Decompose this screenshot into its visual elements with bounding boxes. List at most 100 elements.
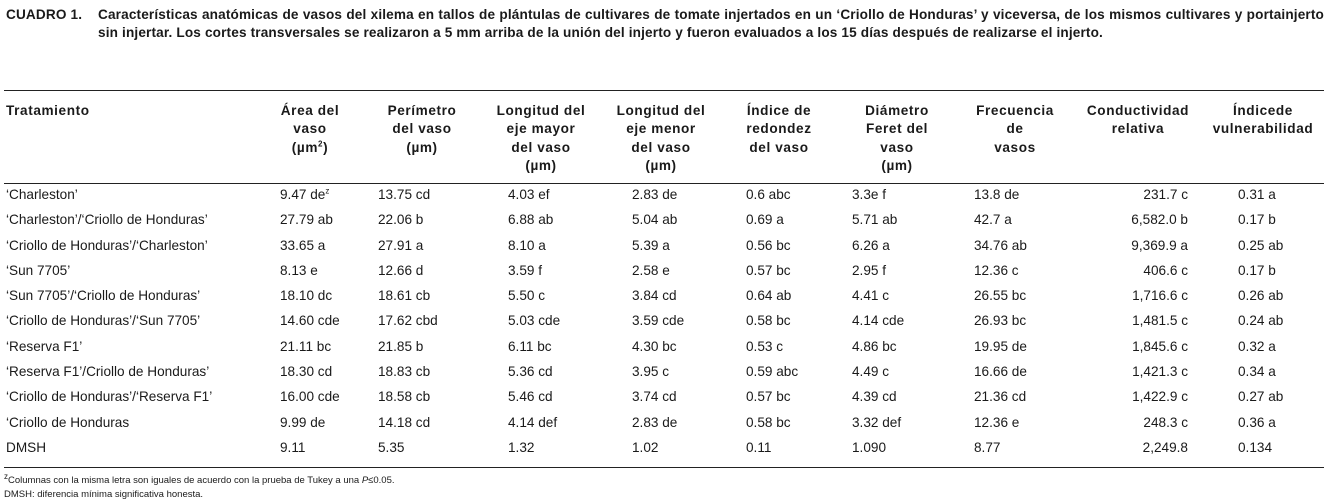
cell-vulnerabilidad: 0.17 b	[1238, 262, 1276, 278]
cell-indice-redondez: 0.69 a	[746, 212, 784, 228]
cell-conductividad: 1,422.9 c	[1132, 389, 1188, 405]
cell-tratamiento: ‘Charleston’	[6, 187, 78, 202]
cell-area: 16.00 cde	[280, 389, 340, 405]
cell-tratamiento: ‘Reserva F1’	[6, 338, 83, 354]
cell-vulnerabilidad: 0.27 ab	[1238, 389, 1284, 405]
caption-label: CUADRO 1.	[6, 7, 83, 22]
cell-longitud-eje-mayor: 5.36 cd	[508, 364, 553, 380]
header-vulnerabilidad: Índicede vulnerabilidad	[1212, 103, 1314, 137]
cell-perimetro: 17.62 cbd	[378, 313, 438, 329]
cell-longitud-eje-mayor: 4.14 def	[508, 414, 558, 430]
cell-tratamiento: ‘Sun 7705’	[6, 262, 71, 278]
footnote-tukey: zColumnas con la misma letra son iguales…	[4, 471, 395, 486]
table-row: ‘Sun 7705’ 8.13 e 12.66 d 3.59 f 2.58 e 0.57 …	[4, 258, 1324, 283]
cell-indice-redondez: 0.64 ab	[746, 288, 792, 304]
header-diametro-feret: Diámetro Feret del vaso (µm)	[865, 103, 929, 174]
cell-longitud-eje-menor: 5.39 a	[632, 237, 670, 253]
cell-longitud-eje-menor: 3.95 c	[632, 364, 670, 380]
cell-frecuencia: 34.76 ab	[974, 237, 1027, 253]
cell-longitud-eje-menor: 2.83 de	[632, 187, 678, 202]
table-row: ‘Criollo de Honduras 9.99 de 14.18 cd 4.14 …	[4, 410, 1324, 435]
cell-tratamiento: ‘Criollo de Honduras	[6, 414, 130, 430]
cell-diametro-feret: 4.49 c	[852, 364, 890, 380]
cell-frecuencia: 16.66 de	[974, 364, 1027, 380]
cell-indice-redondez: 0.57 bc	[746, 262, 791, 278]
cell-area: 9.47 dez	[280, 186, 330, 202]
table-caption: CUADRO 1. Características anatómicas de …	[6, 6, 1324, 41]
cell-diametro-feret: 5.71 ab	[852, 212, 898, 228]
cell-conductividad: 406.6 c	[1143, 262, 1188, 278]
cell-diametro-feret: 2.95 f	[852, 262, 887, 278]
cell-perimetro: 27.91 a	[378, 237, 424, 253]
cell-vulnerabilidad: 0.17 b	[1238, 212, 1276, 228]
cell-area: 18.30 cd	[280, 364, 333, 380]
cell-longitud-eje-menor: 2.83 de	[632, 414, 678, 430]
cell-conductividad: 1,421.3 c	[1132, 364, 1188, 380]
cell-longitud-eje-menor: 1.02	[632, 439, 659, 455]
header-indice-redondez: Índice de redondez del vaso	[746, 103, 812, 155]
cell-conductividad: 1,716.6 c	[1132, 288, 1188, 304]
cell-diametro-feret: 6.26 a	[852, 237, 890, 253]
data-table: Tratamiento Área del vaso (µm2) Perímetro del…	[4, 93, 1324, 460]
cell-diametro-feret: 1.090	[852, 439, 887, 455]
cell-perimetro: 13.75 cd	[378, 187, 431, 202]
header-row: Tratamiento Área del vaso (µm2) Perímetro del…	[4, 93, 1324, 182]
table-row: ‘Criollo de Honduras’/‘Sun 7705’ 14.60 cd…	[4, 308, 1324, 333]
cell-perimetro: 18.83 cb	[378, 364, 431, 380]
table-bottom-rule	[4, 467, 1324, 468]
cell-perimetro: 18.58 cb	[378, 389, 431, 405]
table-header-rule	[4, 183, 1324, 184]
cell-area: 21.11 bc	[280, 338, 332, 354]
table-row: DMSH 9.11 5.35 1.32 1.02 0.11 1.090 8.77 2,249.8…	[4, 435, 1324, 460]
table-row: ‘Charleston’ 9.47 dez 13.75 cd 4.03 ef 2.83 …	[4, 182, 1324, 207]
cell-vulnerabilidad: 0.24 ab	[1238, 313, 1284, 329]
table-row: ‘Reserva F1’/Criollo de Honduras’ 18.30 c…	[4, 359, 1324, 384]
cell-tratamiento: ‘Charleston’/‘Criollo de Honduras’	[6, 212, 208, 228]
cell-diametro-feret: 3.32 def	[852, 414, 902, 430]
cell-longitud-eje-menor: 2.58 e	[632, 262, 670, 278]
cell-longitud-eje-mayor: 1.32	[508, 439, 535, 455]
cell-frecuencia: 12.36 c	[974, 262, 1019, 278]
cell-diametro-feret: 3.3e f	[852, 187, 887, 202]
header-frecuencia: Frecuencia de vasos	[976, 103, 1054, 155]
cell-indice-redondez: 0.58 bc	[746, 313, 791, 329]
cell-indice-redondez: 0.11	[746, 439, 772, 455]
footnotes: zColumnas con la misma letra son iguales…	[4, 471, 395, 502]
table-row: ‘Criollo de Honduras’/‘Reserva F1’ 16.00 …	[4, 384, 1324, 409]
cell-indice-redondez: 0.59 abc	[746, 364, 799, 380]
cell-perimetro: 12.66 d	[378, 262, 424, 278]
cell-tratamiento: ‘Reserva F1’/Criollo de Honduras’	[6, 364, 210, 380]
cell-frecuencia: 42.7 a	[974, 212, 1012, 228]
cell-tratamiento: ‘Sun 7705’/‘Criollo de Honduras’	[6, 288, 201, 304]
cell-tratamiento: ‘Criollo de Honduras’/‘Charleston’	[6, 237, 208, 253]
cell-perimetro: 14.18 cd	[378, 414, 431, 430]
cell-conductividad: 9,369.9 a	[1131, 237, 1188, 253]
cell-frecuencia: 21.36 cd	[974, 389, 1027, 405]
cell-vulnerabilidad: 0.134	[1238, 439, 1273, 455]
cell-longitud-eje-mayor: 6.11 bc	[508, 338, 552, 354]
cell-indice-redondez: 0.53 c	[746, 338, 784, 354]
cell-frecuencia: 12.36 e	[974, 414, 1020, 430]
cell-vulnerabilidad: 0.26 ab	[1238, 288, 1284, 304]
footnote-dmsh: DMSH: diferencia mínima significativa ho…	[4, 489, 204, 500]
cell-indice-redondez: 0.57 bc	[746, 389, 791, 405]
cell-vulnerabilidad: 0.31 a	[1238, 187, 1276, 202]
cell-perimetro: 18.61 cb	[378, 288, 431, 304]
cell-indice-redondez: 0.56 bc	[746, 237, 791, 253]
cell-conductividad: 6,582.0 b	[1131, 212, 1188, 228]
cell-conductividad: 1,845.6 c	[1132, 338, 1188, 354]
cell-diametro-feret: 4.41 c	[852, 288, 890, 304]
cell-conductividad: 2,249.8	[1142, 439, 1188, 455]
cell-area: 33.65 a	[280, 237, 326, 253]
table-row: ‘Charleston’/‘Criollo de Honduras’ 27.79 …	[4, 207, 1324, 232]
cell-longitud-eje-menor: 4.30 bc	[632, 338, 677, 354]
cell-perimetro: 5.35	[378, 439, 405, 455]
header-area: Área del vaso (µm2)	[280, 103, 340, 155]
cell-longitud-eje-mayor: 4.03 ef	[508, 187, 550, 202]
header-perimetro: Perímetro del vaso (µm)	[387, 103, 457, 155]
cell-frecuencia: 26.55 bc	[974, 288, 1027, 304]
cell-tratamiento: ‘Criollo de Honduras’/‘Reserva F1’	[6, 389, 213, 405]
caption-text: Características anatómicas de vasos del …	[98, 7, 1324, 40]
table-row: ‘Reserva F1’ 21.11 bc 21.85 b 6.11 bc 4.30 b…	[4, 334, 1324, 359]
cell-vulnerabilidad: 0.36 a	[1238, 414, 1276, 430]
